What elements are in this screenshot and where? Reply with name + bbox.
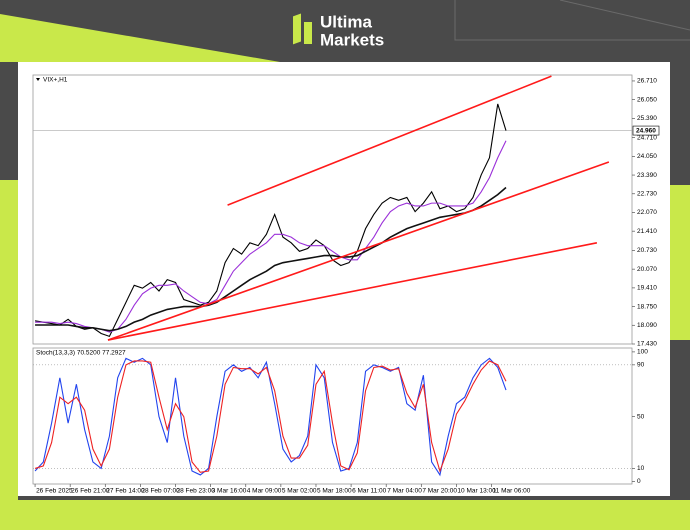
y-tick-label: 25.390 (637, 115, 657, 122)
series-line (34, 103, 507, 338)
y-tick-label: 0 (637, 478, 641, 485)
last-price-box (632, 125, 660, 136)
x-tick-label: 7 Mar 20:00 (422, 488, 457, 495)
x-tick-label: 7 Mar 04:00 (387, 488, 422, 495)
chart-title: VIX+,H1 (43, 77, 68, 84)
accent-shape (0, 14, 280, 62)
y-tick-label: 26.710 (637, 78, 657, 85)
x-tick-label: 28 Feb 23:00 (177, 488, 216, 495)
y-tick-label: 18.750 (637, 303, 657, 310)
logo: Ultima Markets (293, 12, 384, 49)
trend-line (107, 242, 598, 341)
y-tick-label: 90 (637, 362, 645, 369)
brand-name: Markets (320, 30, 384, 49)
panel-marker (36, 78, 40, 81)
logo-icon (304, 22, 312, 44)
y-tick-label: 18.090 (637, 322, 657, 329)
series-line (34, 360, 507, 473)
y-tick-label: 21.410 (637, 228, 657, 235)
x-tick-label: 5 Mar 18:00 (317, 488, 352, 495)
y-tick-label: 20.730 (637, 247, 657, 254)
y-tick-label: 23.390 (637, 172, 657, 179)
decor-line (454, 0, 690, 41)
decor-line (559, 0, 690, 31)
brand-name: Ultima (320, 12, 373, 31)
y-tick-label: 10 (637, 465, 645, 472)
x-tick-label: 6 Mar 11:00 (352, 488, 387, 495)
series-line (34, 357, 507, 477)
y-tick-label: 50 (637, 413, 645, 420)
x-tick-label: 11 Mar 06:00 (493, 488, 531, 495)
last-price-label: 24.960 (636, 127, 656, 134)
series-line (35, 186, 507, 332)
x-tick-label: 26 Feb 2025 (36, 488, 73, 495)
y-tick-label: 100 (637, 349, 648, 356)
trend-line (227, 75, 552, 206)
y-tick-label: 17.430 (637, 341, 657, 348)
trend-line (107, 161, 610, 341)
y-tick-label: 26.050 (637, 96, 657, 103)
accent-shape (670, 185, 690, 340)
logo-icon (293, 13, 301, 45)
x-tick-label: 3 Mar 16:00 (212, 488, 247, 495)
chart-card (18, 62, 670, 496)
y-tick-label: 22.730 (637, 190, 657, 197)
price-panel (32, 74, 633, 345)
y-tick-label: 20.070 (637, 266, 657, 273)
x-tick-label: 5 Mar 02:00 (282, 488, 317, 495)
x-tick-label: 4 Mar 09:00 (247, 488, 282, 495)
x-tick-label: 10 Mar 13:00 (457, 488, 496, 495)
stoch-panel (32, 347, 633, 485)
indicator-title: Stoch(13,3,3) 70.5200 77.2927 (36, 350, 126, 357)
y-tick-label: 24.710 (637, 134, 657, 141)
x-tick-label: 26 Feb 21:00 (71, 488, 110, 495)
y-tick-label: 24.050 (637, 153, 657, 160)
y-tick-label: 22.070 (637, 209, 657, 216)
x-tick-label: 28 Feb 07:00 (141, 488, 180, 495)
y-tick-label: 19.410 (637, 285, 657, 292)
x-tick-label: 27 Feb 14:00 (106, 488, 145, 495)
